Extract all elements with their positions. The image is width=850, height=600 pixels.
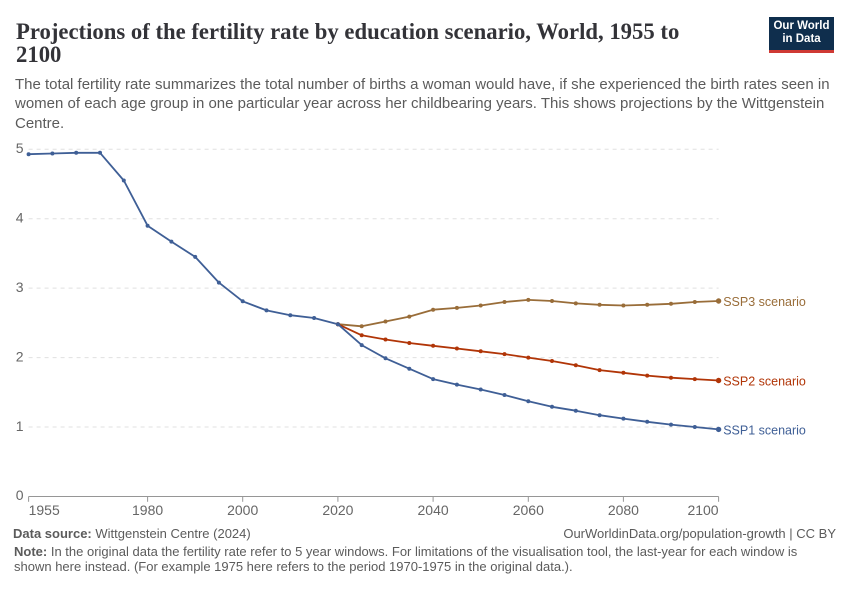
svg-text:2100: 2100 bbox=[687, 502, 718, 518]
svg-text:1955: 1955 bbox=[29, 502, 60, 518]
svg-text:2060: 2060 bbox=[513, 502, 544, 518]
svg-text:3: 3 bbox=[16, 279, 24, 295]
svg-text:0: 0 bbox=[16, 487, 24, 503]
svg-text:SSP1 scenario: SSP1 scenario bbox=[723, 424, 806, 438]
svg-text:1: 1 bbox=[16, 418, 24, 434]
svg-text:2040: 2040 bbox=[418, 502, 449, 518]
svg-text:2020: 2020 bbox=[322, 502, 353, 518]
svg-text:SSP2 scenario: SSP2 scenario bbox=[723, 375, 806, 389]
svg-text:2080: 2080 bbox=[608, 502, 639, 518]
svg-text:5: 5 bbox=[16, 140, 24, 156]
svg-text:2000: 2000 bbox=[227, 502, 258, 518]
svg-text:4: 4 bbox=[16, 210, 24, 226]
svg-text:1980: 1980 bbox=[132, 502, 163, 518]
svg-text:SSP3 scenario: SSP3 scenario bbox=[723, 295, 806, 309]
svg-text:2: 2 bbox=[16, 348, 24, 364]
